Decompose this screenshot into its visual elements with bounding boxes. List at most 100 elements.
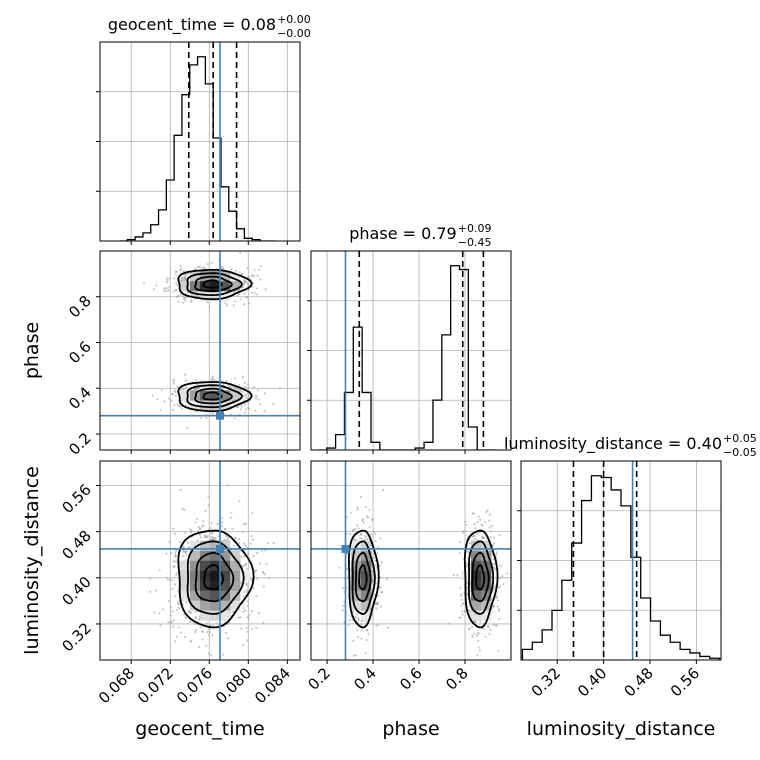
sample-point	[177, 606, 181, 610]
sample-point	[251, 538, 254, 541]
sample-point	[492, 623, 495, 626]
sample-point	[207, 627, 210, 631]
sample-point	[244, 385, 247, 388]
sample-point	[479, 620, 482, 623]
sample-point	[476, 532, 479, 535]
sample-point	[167, 621, 170, 624]
sample-point	[359, 533, 363, 537]
sample-point	[205, 622, 208, 625]
sample-point	[238, 384, 241, 387]
sample-point	[167, 289, 170, 292]
sample-point	[155, 284, 158, 287]
sample-point	[364, 534, 367, 537]
contour-level	[194, 387, 233, 405]
sample-point	[171, 587, 174, 591]
sample-point	[260, 550, 263, 553]
density-cell	[351, 550, 362, 561]
sample-point	[467, 551, 470, 554]
contour-level	[354, 551, 372, 603]
sample-point	[489, 629, 492, 632]
sample-point	[185, 274, 188, 277]
sample-point	[348, 619, 351, 622]
sample-point	[195, 517, 198, 521]
sample-point	[244, 563, 248, 567]
sample-point	[252, 386, 255, 389]
sample-point	[357, 617, 360, 620]
sample-point	[480, 676, 482, 678]
sample-point	[194, 628, 198, 631]
density-cell	[220, 600, 231, 611]
sample-point	[242, 607, 245, 610]
sample-point	[196, 265, 200, 269]
sample-point	[265, 563, 268, 566]
sample-point	[463, 610, 466, 613]
sample-point	[341, 586, 344, 590]
sample-point	[494, 568, 497, 571]
sample-point	[478, 518, 482, 521]
sample-point	[372, 573, 375, 576]
density-cell	[180, 570, 191, 581]
sample-point	[246, 588, 249, 591]
sample-point	[245, 626, 248, 629]
x-tick-label: 0.4	[350, 664, 380, 694]
density-cell	[200, 610, 211, 621]
sample-point	[182, 270, 185, 273]
title-lower-error: −0.05	[723, 446, 757, 459]
sample-point	[210, 654, 213, 657]
sample-point	[171, 610, 174, 613]
sample-point	[210, 522, 213, 525]
sample-point	[466, 564, 469, 567]
sample-point	[360, 537, 363, 540]
sample-point	[233, 417, 236, 420]
sample-point	[171, 408, 175, 411]
density-cell	[200, 400, 211, 411]
sample-point	[186, 426, 189, 429]
sample-point	[499, 564, 502, 568]
x-tick-label: 0.084	[251, 664, 294, 707]
sample-point	[212, 624, 215, 627]
sample-point	[166, 578, 169, 581]
sample-point	[246, 605, 249, 608]
sample-point	[447, 622, 451, 625]
sample-point	[467, 628, 470, 631]
sample-point	[187, 546, 190, 549]
sample-point	[474, 527, 477, 530]
axes-frame	[310, 250, 512, 451]
sample-point	[495, 624, 498, 627]
sample-point	[224, 301, 227, 304]
sample-point	[173, 403, 176, 406]
density-cell	[220, 560, 231, 571]
sample-point	[211, 633, 214, 637]
sample-point	[160, 388, 163, 391]
sample-point	[233, 377, 237, 380]
y-tick-label: 0.4	[65, 383, 95, 413]
density-cell	[471, 610, 482, 621]
sample-point	[498, 617, 501, 621]
contour-level	[467, 540, 495, 615]
sample-point	[226, 536, 230, 539]
sample-point	[264, 288, 267, 291]
sample-point	[175, 270, 179, 273]
contour-level	[202, 279, 223, 289]
sample-point	[152, 288, 156, 291]
sample-point	[255, 569, 258, 572]
sample-point	[492, 558, 495, 561]
sample-point	[465, 524, 468, 527]
y-tick-label: 0.56	[58, 481, 94, 517]
sample-point	[354, 528, 357, 531]
sample-point	[247, 552, 250, 555]
sample-point	[359, 495, 363, 498]
sample-point	[179, 631, 183, 634]
sample-point	[375, 624, 378, 627]
sample-point	[365, 638, 368, 642]
sample-point	[212, 375, 215, 378]
sample-point	[480, 523, 483, 526]
sample-point	[241, 390, 244, 393]
sample-point	[491, 562, 494, 566]
density-cell	[230, 580, 241, 591]
sample-point	[262, 621, 265, 625]
sample-point	[263, 392, 267, 395]
sample-point	[168, 277, 171, 280]
sample-point	[374, 540, 377, 543]
